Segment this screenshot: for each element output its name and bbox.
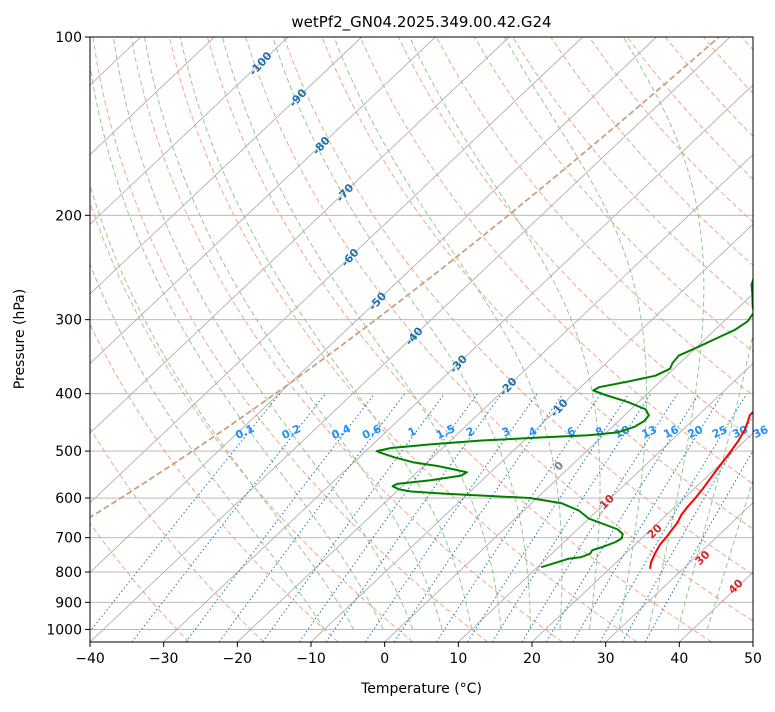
y-tick-label: 800 [55, 565, 82, 581]
x-tick-label: −20 [223, 651, 253, 667]
x-tick-label: 0 [380, 651, 389, 667]
y-axis-label: Pressure (hPa) [12, 289, 28, 389]
x-tick-label: −30 [149, 651, 179, 667]
x-tick-label: −40 [75, 651, 105, 667]
x-axis-label: Temperature (°C) [360, 681, 482, 697]
x-tick-label: −10 [296, 651, 326, 667]
y-tick-label: 200 [55, 208, 82, 224]
y-tick-label: 500 [55, 444, 82, 460]
y-tick-label: 400 [55, 387, 82, 403]
x-tick-label: 20 [523, 651, 541, 667]
y-tick-label: 900 [55, 595, 82, 611]
x-tick-label: 10 [449, 651, 467, 667]
x-tick-label: 50 [744, 651, 762, 667]
x-tick-label: 40 [670, 651, 688, 667]
x-tick-label: 30 [597, 651, 615, 667]
y-tick-label: 600 [55, 491, 82, 507]
y-tick-label: 300 [55, 313, 82, 329]
chart-title: wetPf2_GN04.2025.349.00.42.G24 [291, 13, 551, 32]
y-tick-label: 1000 [46, 622, 82, 638]
y-tick-label: 100 [55, 30, 82, 46]
y-tick-label: 700 [55, 531, 82, 547]
